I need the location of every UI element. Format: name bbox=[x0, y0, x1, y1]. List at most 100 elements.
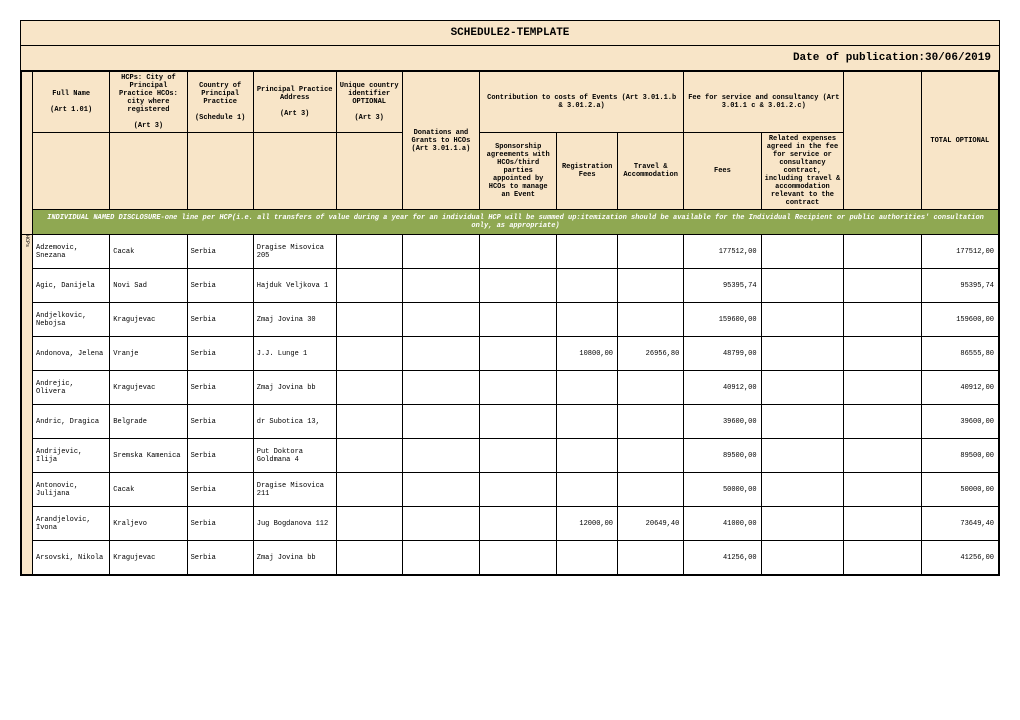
cell-country: Serbia bbox=[187, 235, 253, 269]
cell-rel bbox=[761, 303, 844, 337]
col-reg-fees: Registration Fees bbox=[557, 133, 618, 210]
cell-rel bbox=[761, 371, 844, 405]
cell-rel bbox=[761, 541, 844, 575]
cell-blank bbox=[844, 337, 921, 371]
cell-don bbox=[402, 337, 479, 371]
cell-city: Kragujevac bbox=[110, 371, 187, 405]
col-donations: Donations and Grants to HCOs (Art 3.01.1… bbox=[402, 72, 479, 210]
cell-fee: 48799,00 bbox=[684, 337, 761, 371]
cell-rel bbox=[761, 473, 844, 507]
cell-city: Sremska Kamenica bbox=[110, 439, 187, 473]
cell-total: 50000,00 bbox=[921, 473, 998, 507]
table-row: Andjelkovic, NebojsaKragujevacSerbiaZmaj… bbox=[22, 303, 999, 337]
cell-blank bbox=[844, 473, 921, 507]
cell-address: Dragise Misovica 205 bbox=[253, 235, 336, 269]
cell-spon bbox=[480, 337, 557, 371]
cell-reg bbox=[557, 371, 618, 405]
h2-blank2 bbox=[110, 133, 187, 210]
side-label: HCPs bbox=[22, 235, 33, 575]
cell-blank bbox=[844, 303, 921, 337]
col-fees: Fees bbox=[684, 133, 761, 210]
cell-spon bbox=[480, 541, 557, 575]
cell-uid bbox=[336, 541, 402, 575]
table-row: Arandjelovic, IvonaKraljevoSerbiaJug Bog… bbox=[22, 507, 999, 541]
cell-country: Serbia bbox=[187, 371, 253, 405]
cell-blank bbox=[844, 235, 921, 269]
cell-reg bbox=[557, 269, 618, 303]
h2-blank3 bbox=[187, 133, 253, 210]
col-blank bbox=[844, 72, 921, 210]
cell-city: Cacak bbox=[110, 235, 187, 269]
h2-blank1 bbox=[33, 133, 110, 210]
cell-uid bbox=[336, 439, 402, 473]
cell-spon bbox=[480, 473, 557, 507]
h2-blank5 bbox=[336, 133, 402, 210]
cell-country: Serbia bbox=[187, 473, 253, 507]
cell-spon bbox=[480, 439, 557, 473]
cell-total: 95395,74 bbox=[921, 269, 998, 303]
cell-name: Andonova, Jelena bbox=[33, 337, 110, 371]
cell-blank bbox=[844, 269, 921, 303]
cell-trav: 20649,40 bbox=[618, 507, 684, 541]
cell-name: Andric, Dragica bbox=[33, 405, 110, 439]
cell-uid bbox=[336, 235, 402, 269]
cell-name: Adzemovic, Snezana bbox=[33, 235, 110, 269]
table-row: Antonovic, JulijanaCacakSerbiaDragise Mi… bbox=[22, 473, 999, 507]
cell-trav bbox=[618, 235, 684, 269]
cell-don bbox=[402, 269, 479, 303]
table-row: Andrijevic, IlijaSremska KamenicaSerbiaP… bbox=[22, 439, 999, 473]
table-row: Agic, DanijelaNovi SadSerbiaHajduk Veljk… bbox=[22, 269, 999, 303]
cell-country: Serbia bbox=[187, 541, 253, 575]
disclosure-table: Full Name(Art 1.01) HCPs: City of Princi… bbox=[21, 71, 999, 575]
col-fee-group: Fee for service and consultancy (Art 3.0… bbox=[684, 72, 844, 133]
cell-reg: 12000,00 bbox=[557, 507, 618, 541]
disclosure-banner: INDIVIDUAL NAMED DISCLOSURE-one line per… bbox=[33, 210, 999, 235]
cell-city: Cacak bbox=[110, 473, 187, 507]
cell-reg bbox=[557, 303, 618, 337]
cell-trav bbox=[618, 405, 684, 439]
col-travel: Travel & Accommodation bbox=[618, 133, 684, 210]
col-country: Country of Principal Practice(Schedule 1… bbox=[187, 72, 253, 133]
cell-blank bbox=[844, 371, 921, 405]
cell-fee: 40912,00 bbox=[684, 371, 761, 405]
cell-trav bbox=[618, 371, 684, 405]
cell-address: Put Doktora Goldmana 4 bbox=[253, 439, 336, 473]
cell-uid bbox=[336, 269, 402, 303]
h2-blank4 bbox=[253, 133, 336, 210]
cell-city: Kragujevac bbox=[110, 303, 187, 337]
cell-uid bbox=[336, 507, 402, 541]
cell-spon bbox=[480, 371, 557, 405]
col-fullname: Full Name(Art 1.01) bbox=[33, 72, 110, 133]
cell-address: Zmaj Jovina bb bbox=[253, 371, 336, 405]
cell-total: 89500,00 bbox=[921, 439, 998, 473]
cell-fee: 39600,00 bbox=[684, 405, 761, 439]
cell-total: 39600,00 bbox=[921, 405, 998, 439]
cell-total: 86555,80 bbox=[921, 337, 998, 371]
col-contrib: Contribution to costs of Events (Art 3.0… bbox=[480, 72, 684, 133]
cell-reg bbox=[557, 405, 618, 439]
cell-uid bbox=[336, 405, 402, 439]
cell-name: Andjelkovic, Nebojsa bbox=[33, 303, 110, 337]
cell-rel bbox=[761, 405, 844, 439]
cell-don bbox=[402, 507, 479, 541]
cell-country: Serbia bbox=[187, 405, 253, 439]
cell-country: Serbia bbox=[187, 303, 253, 337]
cell-blank bbox=[844, 405, 921, 439]
cell-fee: 95395,74 bbox=[684, 269, 761, 303]
cell-country: Serbia bbox=[187, 507, 253, 541]
cell-address: dr Subotica 13, bbox=[253, 405, 336, 439]
cell-uid bbox=[336, 303, 402, 337]
cell-spon bbox=[480, 405, 557, 439]
cell-rel bbox=[761, 507, 844, 541]
cell-total: 40912,00 bbox=[921, 371, 998, 405]
col-city: HCPs: City of Principal Practice HCOs: c… bbox=[110, 72, 187, 133]
cell-trav bbox=[618, 269, 684, 303]
cell-uid bbox=[336, 371, 402, 405]
cell-trav bbox=[618, 439, 684, 473]
cell-address: Zmaj Jovina bb bbox=[253, 541, 336, 575]
cell-fee: 41000,00 bbox=[684, 507, 761, 541]
col-rel-exp: Related expenses agreed in the fee for s… bbox=[761, 133, 844, 210]
cell-trav: 26956,80 bbox=[618, 337, 684, 371]
cell-rel bbox=[761, 337, 844, 371]
cell-city: Kragujevac bbox=[110, 541, 187, 575]
